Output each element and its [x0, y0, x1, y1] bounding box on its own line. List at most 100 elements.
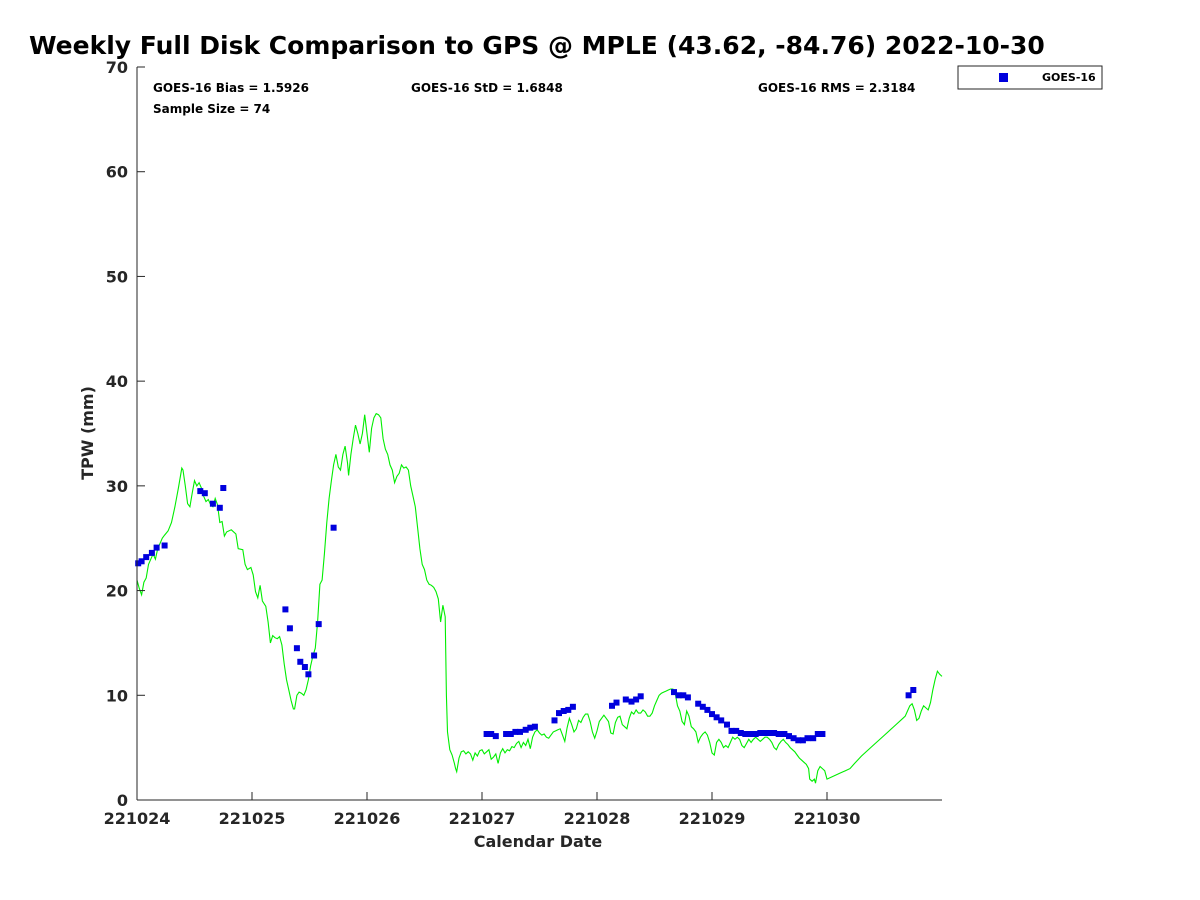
goes16-point	[704, 706, 711, 713]
y-tick-label: 70	[106, 58, 128, 77]
y-tick-label: 10	[106, 686, 128, 705]
goes16-point	[201, 490, 208, 497]
goes16-point	[795, 737, 802, 744]
goes16-point	[790, 735, 797, 742]
y-tick-label: 40	[106, 372, 128, 391]
goes16-point	[733, 727, 740, 734]
stats-annotations: GOES-16 Bias = 1.5926 GOES-16 StD = 1.68…	[153, 81, 915, 116]
x-tick-label: 221027	[449, 809, 516, 828]
goes16-point	[148, 549, 155, 556]
x-tick-label: 221025	[219, 809, 286, 828]
goes16-point	[742, 731, 749, 737]
goes16-point	[781, 731, 788, 737]
goes16-point	[684, 694, 691, 701]
goes16-point	[297, 658, 304, 665]
goes16-point	[551, 717, 558, 724]
y-tick-label: 60	[106, 163, 128, 182]
goes16-point	[622, 696, 629, 703]
goes16-point	[713, 714, 720, 721]
goes16-point	[517, 728, 523, 735]
goes16-point	[709, 711, 715, 718]
y-tick-label: 30	[106, 477, 128, 496]
goes16-point	[609, 702, 615, 709]
goes16-point	[531, 723, 538, 730]
gps-series	[136, 412, 943, 784]
goes16-point	[216, 504, 223, 511]
x-tick-label: 221029	[679, 809, 746, 828]
x-tick-label: 221024	[104, 809, 171, 828]
goes16-point	[135, 560, 142, 567]
goes16-point	[488, 731, 495, 737]
goes16-point	[810, 735, 817, 742]
legend-label-goes16: GOES-16	[1042, 71, 1096, 84]
goes16-point	[301, 664, 308, 670]
goes16-point	[569, 703, 576, 710]
y-tick-label: 0	[117, 791, 128, 810]
goes16-point	[718, 717, 725, 724]
goes16-series	[135, 485, 917, 744]
goes16-point	[492, 733, 499, 740]
goes16-point	[305, 671, 312, 678]
y-axis-label: TPW (mm)	[78, 386, 97, 480]
goes16-point	[775, 731, 782, 737]
goes16-point	[565, 706, 572, 713]
goes16-point	[628, 698, 635, 705]
goes16-point	[330, 524, 337, 531]
goes16-point	[220, 485, 227, 491]
x-tick-label: 221030	[794, 809, 861, 828]
goes16-point	[560, 708, 567, 714]
chart-title: Weekly Full Disk Comparison to GPS @ MPL…	[29, 31, 1045, 60]
sample-size-annotation: Sample Size = 74	[153, 102, 270, 116]
goes16-point	[680, 692, 687, 699]
goes16-point	[819, 731, 826, 737]
goes16-point	[766, 730, 773, 736]
x-tick-label: 221026	[334, 809, 401, 828]
goes16-point	[761, 730, 768, 736]
std-annotation: GOES-16 StD = 1.6848	[411, 81, 563, 95]
plot-background	[137, 67, 942, 800]
goes16-point	[282, 606, 289, 613]
x-tick-label: 221028	[564, 809, 631, 828]
bias-annotation: GOES-16 Bias = 1.5926	[153, 81, 309, 95]
goes16-point	[311, 652, 318, 659]
goes16-point	[771, 730, 778, 736]
goes16-point	[675, 692, 682, 699]
legend-box	[957, 65, 1103, 90]
goes16-point	[747, 731, 753, 737]
goes16-point	[209, 500, 216, 507]
axes	[136, 67, 942, 801]
goes16-point	[522, 726, 529, 733]
goes16-point	[637, 693, 644, 700]
goes16-point	[910, 687, 917, 693]
goes16-point	[507, 731, 514, 737]
goes16-point	[786, 733, 792, 740]
goes16-point	[804, 735, 811, 742]
goes16-point	[527, 724, 534, 731]
goes16-point	[613, 699, 620, 706]
y-ticks: 0 10 20 30 40 50 60 70	[106, 58, 145, 810]
goes16-point	[503, 731, 510, 737]
goes16-point	[512, 728, 519, 735]
y-tick-label: 20	[106, 582, 128, 601]
goes16-point	[799, 737, 806, 744]
goes16-point	[153, 544, 160, 551]
gps-line	[136, 412, 943, 784]
goes16-point	[737, 730, 744, 736]
goes16-point	[633, 696, 640, 703]
goes16-point	[814, 731, 821, 737]
x-ticks: 221024 221025 221026 221027 221028 221029 2210…	[104, 792, 861, 828]
goes16-point	[143, 554, 150, 561]
legend: GOES-16	[957, 65, 1103, 90]
goes16-point	[699, 703, 706, 710]
rms-annotation: GOES-16 RMS = 2.3184	[758, 81, 915, 95]
goes16-point	[728, 727, 735, 734]
goes16-point	[724, 721, 730, 728]
goes16-point	[293, 645, 300, 652]
goes16-point	[556, 710, 562, 717]
goes16-point	[695, 700, 702, 707]
goes16-point	[197, 488, 204, 495]
goes16-point	[286, 625, 293, 632]
x-axis-label: Calendar Date	[474, 832, 603, 851]
goes16-point	[757, 730, 764, 736]
